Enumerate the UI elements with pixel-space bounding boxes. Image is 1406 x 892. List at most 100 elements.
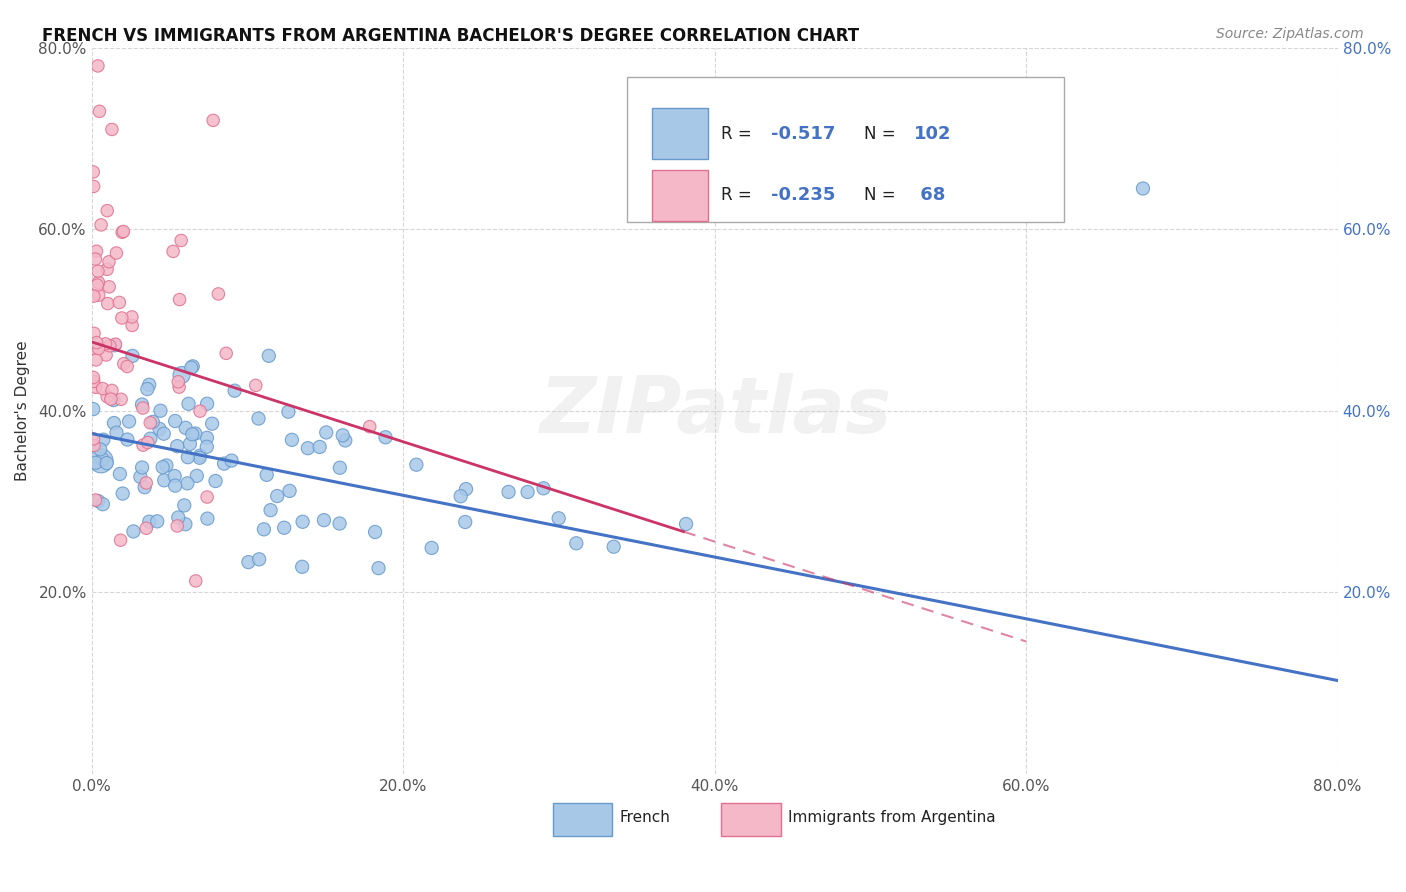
Bar <box>652 169 709 220</box>
Point <box>224 384 246 398</box>
Text: -0.517: -0.517 <box>770 125 835 143</box>
Point <box>186 468 208 483</box>
Point <box>111 310 134 325</box>
Point <box>98 339 121 353</box>
Point <box>516 485 538 500</box>
Point <box>87 342 110 356</box>
Point <box>173 499 195 513</box>
Point <box>454 515 477 529</box>
Point <box>266 489 288 503</box>
Point <box>181 359 204 374</box>
Point <box>204 474 226 488</box>
FancyBboxPatch shape <box>627 77 1063 222</box>
Point <box>165 414 187 428</box>
Point <box>195 397 218 411</box>
Point <box>96 348 118 362</box>
Point <box>82 370 104 384</box>
Bar <box>721 803 780 836</box>
Point <box>197 511 219 525</box>
Point <box>131 398 153 412</box>
Point <box>96 390 118 404</box>
Text: -0.235: -0.235 <box>770 186 835 204</box>
Point <box>87 494 110 508</box>
Point <box>179 437 201 451</box>
Point <box>89 104 111 119</box>
Point <box>256 467 278 482</box>
Point <box>105 425 128 440</box>
Point <box>174 517 197 532</box>
Y-axis label: Bachelor's Degree: Bachelor's Degree <box>15 341 30 481</box>
Point <box>83 289 105 303</box>
Point <box>138 515 160 529</box>
Point <box>332 428 354 442</box>
Point <box>291 559 314 574</box>
Point <box>136 382 159 396</box>
Text: Source: ZipAtlas.com: Source: ZipAtlas.com <box>1216 27 1364 41</box>
Point <box>121 318 143 333</box>
Point <box>135 475 157 490</box>
Point <box>167 510 190 524</box>
Point <box>89 442 111 457</box>
Point <box>108 295 131 310</box>
Point <box>149 403 172 417</box>
Point <box>335 434 357 448</box>
Point <box>1132 181 1154 195</box>
Point <box>134 480 156 494</box>
Point <box>84 380 107 394</box>
Point <box>359 419 381 434</box>
Point <box>115 359 138 374</box>
Point <box>169 293 191 307</box>
Point <box>148 422 170 436</box>
Text: R =: R = <box>721 125 756 143</box>
Point <box>104 337 127 351</box>
Point <box>83 375 105 389</box>
Point <box>405 458 427 472</box>
Point <box>86 278 108 293</box>
Point <box>132 438 155 452</box>
Point <box>450 489 472 503</box>
Point <box>136 435 159 450</box>
Point <box>184 426 207 441</box>
Bar <box>553 803 613 836</box>
Point <box>533 481 555 495</box>
Text: FRENCH VS IMMIGRANTS FROM ARGENTINA BACHELOR'S DEGREE CORRELATION CHART: FRENCH VS IMMIGRANTS FROM ARGENTINA BACH… <box>42 27 859 45</box>
Point <box>170 368 193 382</box>
Point <box>118 414 141 428</box>
Point <box>121 349 143 363</box>
Point <box>273 521 295 535</box>
Point <box>86 335 108 350</box>
Point <box>91 497 114 511</box>
Point <box>129 470 152 484</box>
Point <box>87 59 110 73</box>
Text: Immigrants from Argentina: Immigrants from Argentina <box>789 810 995 825</box>
Point <box>163 469 186 483</box>
Point <box>167 375 190 389</box>
Point <box>454 482 477 496</box>
Point <box>111 225 134 239</box>
Bar <box>652 108 709 159</box>
Point <box>245 378 267 392</box>
Text: 102: 102 <box>914 125 952 143</box>
Point <box>181 427 204 442</box>
Point <box>565 536 588 550</box>
Point <box>312 513 335 527</box>
Point <box>602 540 624 554</box>
Text: 68: 68 <box>914 186 945 204</box>
Point <box>83 432 105 446</box>
Point <box>83 326 105 341</box>
Point <box>177 397 200 411</box>
Point <box>166 439 188 453</box>
Point <box>153 473 176 487</box>
Point <box>112 225 135 239</box>
Text: French: French <box>620 810 671 825</box>
Point <box>215 346 238 360</box>
Point <box>142 415 165 429</box>
Point <box>184 574 207 588</box>
Point <box>103 392 125 407</box>
Point <box>97 254 120 268</box>
Point <box>177 450 200 465</box>
Point <box>83 438 105 452</box>
Point <box>101 122 124 136</box>
Point <box>152 426 174 441</box>
Point <box>82 342 104 356</box>
